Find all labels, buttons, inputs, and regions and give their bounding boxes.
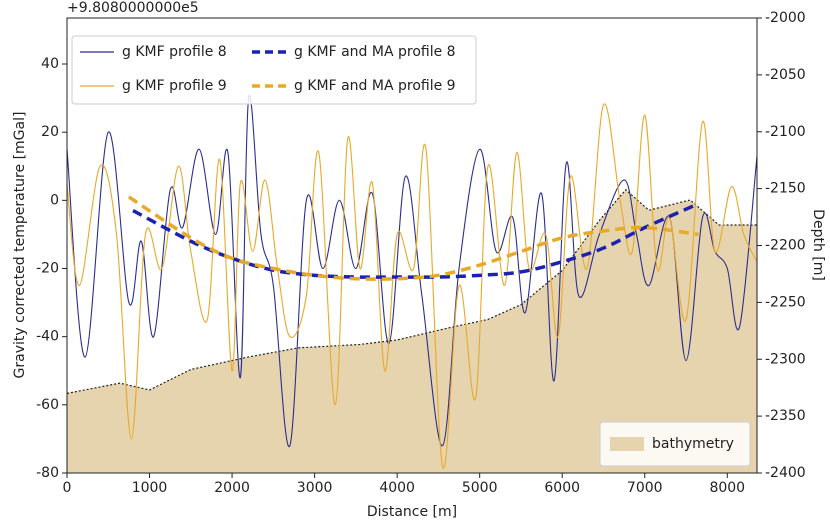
x-axis-label: Distance [m] [367, 504, 457, 520]
fit-line [127, 195, 699, 281]
y2-tick-label: -2000 [765, 10, 806, 26]
legend-label: g KMF profile 8 [122, 44, 227, 60]
x-tick-label: 4000 [379, 480, 415, 496]
legend-label: g KMF and MA profile 9 [294, 78, 456, 94]
x-tick-label: 7000 [627, 480, 663, 496]
x-tick-label: 0 [63, 480, 72, 496]
x-tick-label: 6000 [544, 480, 580, 496]
y-tick-label: 40 [41, 56, 59, 72]
plot [67, 94, 757, 473]
y2-tick-label: -2250 [765, 294, 806, 310]
y-tick-label: 20 [41, 124, 59, 140]
legend-swatch [610, 437, 644, 451]
y-tick-label: 0 [50, 192, 59, 208]
y2-tick-label: -2400 [765, 465, 806, 481]
y2-tick-label: -2350 [765, 408, 806, 424]
legend-box [599, 421, 751, 467]
legend-label: g KMF profile 9 [122, 78, 227, 94]
y2-tick-label: -2300 [765, 351, 806, 367]
profile-line [67, 94, 757, 448]
y2-tick-label: -2100 [765, 124, 806, 140]
y-tick-label: -80 [36, 465, 59, 481]
y2-tick-label: -2150 [765, 181, 806, 197]
x-tick-label: 2000 [214, 480, 250, 496]
y-tick-label: -60 [36, 397, 59, 413]
x-tick-label: 8000 [709, 480, 745, 496]
y2-axis-label: Depth [m] [810, 209, 826, 281]
x-tick-label: 1000 [132, 480, 168, 496]
bathymetry-area [67, 189, 757, 473]
y2-tick-label: -2050 [765, 67, 806, 83]
y-axis-label: Gravity corrected temperature [mGal] [12, 112, 28, 379]
x-tick-label: 5000 [462, 480, 498, 496]
offset-label: +9.8080000000e5 [67, 0, 199, 16]
legend-label: bathymetry [652, 436, 734, 452]
y-tick-label: -40 [36, 329, 59, 345]
x-tick-label: 3000 [297, 480, 333, 496]
y-tick-label: -20 [36, 261, 59, 277]
bathymetry-edge [67, 188, 757, 394]
y2-tick-label: -2200 [765, 238, 806, 254]
legend-label: g KMF and MA profile 8 [294, 44, 456, 60]
profile-line [67, 103, 757, 469]
legend-box [71, 35, 477, 105]
